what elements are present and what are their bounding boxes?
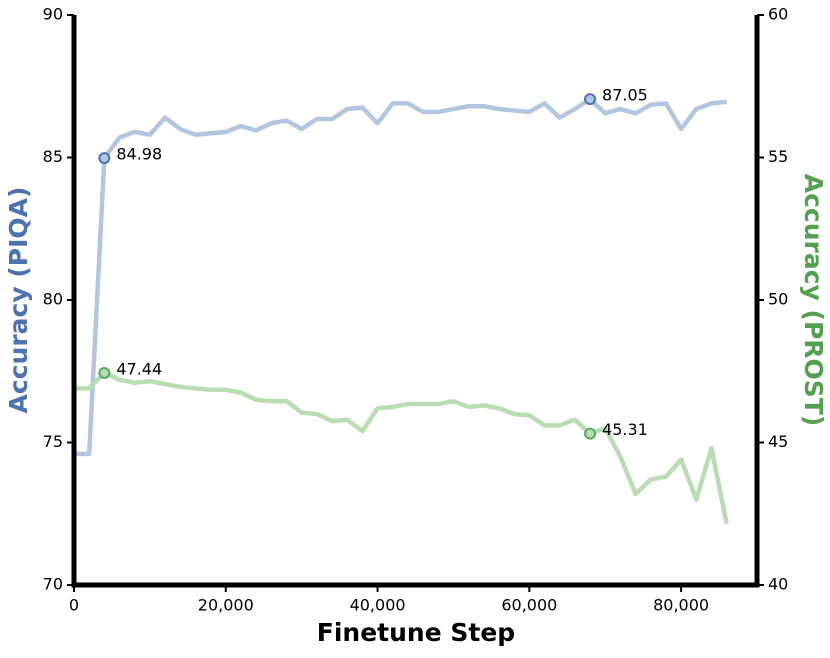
y2-tick-label: 45: [768, 432, 788, 451]
x-axis-label: Finetune Step: [317, 618, 515, 647]
x-tick-label: 60,000: [501, 596, 557, 615]
y2-tick-label: 40: [768, 575, 788, 594]
y-tick-label: 70: [43, 575, 63, 594]
line: [74, 370, 729, 525]
y-tick-label: 75: [43, 432, 63, 451]
axes-frame: [71, 15, 760, 588]
marker: [98, 152, 111, 165]
y-tick-label: 85: [43, 147, 63, 166]
marker-label: 87.05: [602, 86, 648, 105]
marker-label: 84.98: [116, 145, 162, 164]
y-axis-label: Accuracy (PIQA): [4, 187, 33, 414]
x-tick-label: 80,000: [653, 596, 709, 615]
x-tick-label: 0: [69, 596, 79, 615]
y-tick-label: 90: [43, 5, 63, 24]
x-tick-label: 20,000: [198, 596, 254, 615]
marker-label: 45.31: [602, 420, 648, 439]
marker: [584, 93, 597, 106]
marker-label: 47.44: [116, 359, 162, 378]
marker: [98, 366, 111, 379]
y2-tick-label: 50: [768, 290, 788, 309]
marker: [584, 427, 597, 440]
line: [74, 96, 727, 457]
x-tick-label: 40,000: [350, 596, 406, 615]
y2-tick-label: 60: [768, 5, 788, 24]
y2-axis-label: Accuracy (PROST): [799, 174, 828, 427]
y-tick-label: 80: [43, 290, 63, 309]
y2-tick-label: 55: [768, 147, 788, 166]
